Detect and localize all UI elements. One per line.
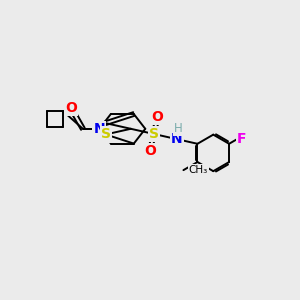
Text: H: H: [174, 122, 183, 135]
Text: O: O: [144, 144, 156, 158]
Text: O: O: [152, 110, 164, 124]
Text: S: S: [101, 128, 111, 141]
Text: N: N: [171, 132, 183, 146]
Text: O: O: [65, 101, 77, 115]
Text: F: F: [237, 132, 247, 146]
Text: S: S: [149, 127, 159, 141]
Text: CH₃: CH₃: [189, 165, 208, 175]
Text: N: N: [94, 122, 105, 136]
